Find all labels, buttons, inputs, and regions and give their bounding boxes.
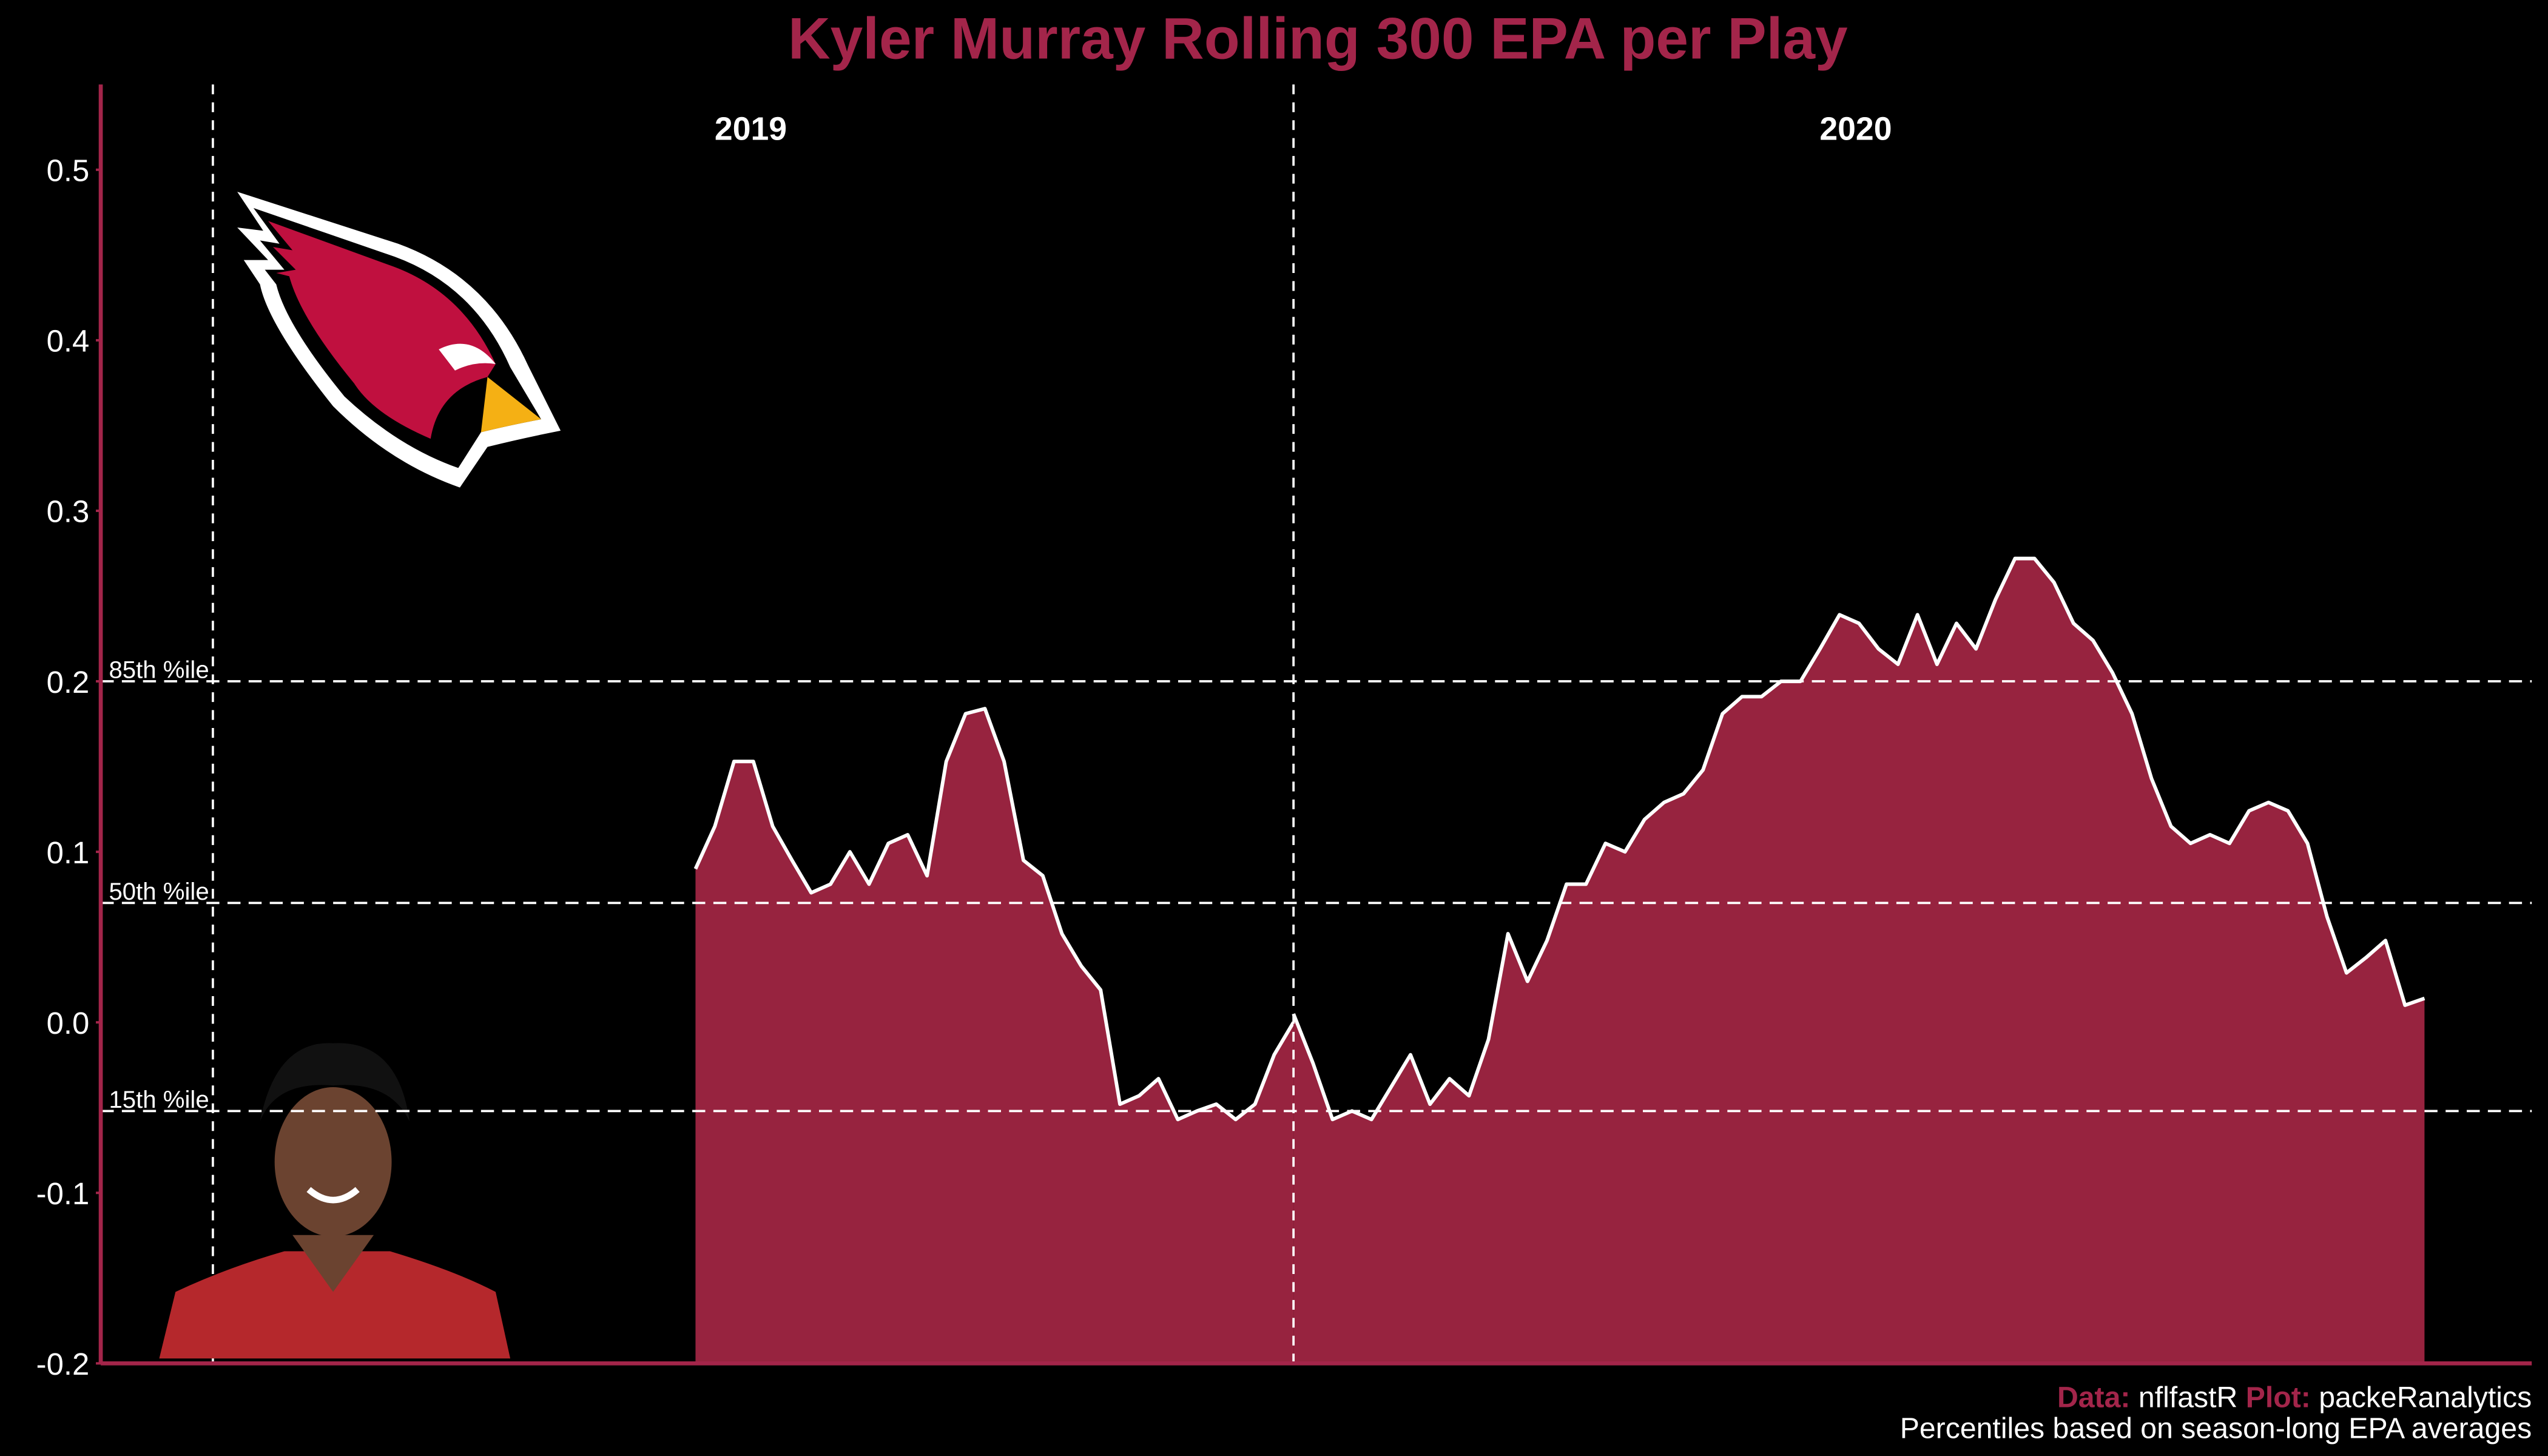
season-label: 2019 (715, 111, 787, 147)
plot-area: -0.2 -0.1 0.0 0.1 0.2 0.3 0.4 0.5 2019 2020 85th %… (36, 84, 2532, 1381)
area (1293, 558, 2425, 1364)
y-tick-label: 0.4 (47, 324, 90, 359)
caption-note: Percentiles based on season-long EPA ave… (1900, 1412, 2532, 1445)
y-tick-label: -0.1 (36, 1176, 90, 1211)
player-photo (159, 1043, 511, 1359)
caption-data-source: nflfastR (2138, 1381, 2237, 1414)
y-tick-label: 0.1 (47, 835, 90, 870)
y-tick-label: -0.2 (36, 1347, 90, 1381)
caption-plot-source: packeRanalytics (2319, 1381, 2532, 1414)
line (1292, 556, 2425, 1122)
line (693, 707, 1295, 1122)
y-tick-label: 0.5 (47, 153, 90, 188)
area (695, 709, 1294, 1364)
reference-label: 50th %ile (109, 878, 209, 905)
y-tick-label: 0.3 (47, 494, 90, 529)
caption-data-label: Data: (2057, 1381, 2131, 1414)
y-tick-label: 0.2 (47, 665, 90, 699)
season-label: 2020 (1819, 111, 1892, 147)
reference-label: 15th %ile (109, 1086, 209, 1113)
caption-line-1: Data: nflfastR Plot: packeRanalytics (2057, 1381, 2532, 1414)
team-logo (237, 192, 561, 488)
y-tick-label: 0.0 (47, 1006, 90, 1040)
caption-plot-label: Plot: (2246, 1381, 2311, 1414)
reference-label: 85th %ile (109, 656, 209, 684)
chart-title: Kyler Murray Rolling 300 EPA per Play (788, 6, 1848, 71)
